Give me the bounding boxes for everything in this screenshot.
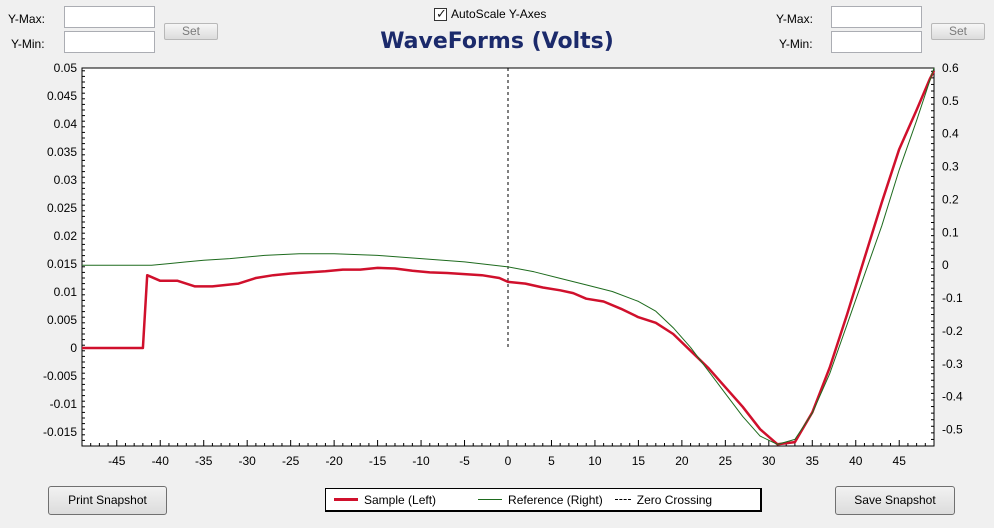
y-right-tick-label: 0.5: [942, 94, 959, 108]
y-right-tick-label: 0: [942, 258, 949, 272]
legend-swatch-sample: [334, 498, 358, 501]
x-tick-label: -25: [282, 454, 300, 468]
autoscale-checkbox[interactable]: ✓: [434, 5, 447, 21]
y-right-tick-label: 0.2: [942, 192, 959, 206]
left-set-button[interactable]: Set: [164, 23, 218, 40]
autoscale-label: AutoScale Y-Axes: [451, 7, 547, 21]
legend-label-reference: Reference (Right): [508, 492, 603, 507]
y-right-tick-label: 0.1: [942, 225, 959, 239]
x-tick-label: 30: [762, 454, 776, 468]
y-right-tick-label: 0.6: [942, 61, 959, 75]
right-ymax-label: Y-Max:: [776, 12, 813, 26]
y-left-tick-label: 0.035: [47, 145, 77, 159]
x-tick-label: -20: [325, 454, 343, 468]
x-tick-label: 35: [806, 454, 820, 468]
y-right-tick-label: -0.3: [942, 357, 963, 371]
y-right-tick-label: -0.1: [942, 291, 963, 305]
right-ymin-label: Y-Min:: [779, 37, 813, 51]
y-left-tick-label: 0.04: [54, 117, 78, 131]
save-snapshot-button[interactable]: Save Snapshot: [835, 486, 955, 515]
x-tick-label: -40: [152, 454, 170, 468]
y-left-tick-label: 0.03: [54, 173, 78, 187]
x-tick-label: 40: [849, 454, 863, 468]
legend-item-zero-crossing: Zero Crossing: [614, 492, 713, 507]
y-right-tick-label: -0.5: [942, 423, 963, 437]
chart-title: WaveForms (Volts): [380, 29, 614, 54]
y-left-tick-label: -0.015: [43, 425, 77, 439]
check-icon: ✓: [436, 5, 447, 21]
x-tick-label: 15: [632, 454, 646, 468]
y-right-tick-label: 0.3: [942, 160, 959, 174]
print-snapshot-button[interactable]: Print Snapshot: [48, 486, 167, 515]
legend-item-reference: Reference (Right): [478, 493, 603, 507]
left-ymin-input[interactable]: [64, 31, 155, 53]
y-left-tick-label: 0: [70, 341, 77, 355]
x-tick-label: -45: [108, 454, 126, 468]
y-left-tick-label: 0.02: [54, 229, 78, 243]
y-left-tick-label: 0.015: [47, 257, 77, 271]
left-ymin-label: Y-Min:: [11, 37, 45, 51]
left-ymax-input[interactable]: [64, 6, 155, 28]
x-tick-label: -30: [239, 454, 257, 468]
legend-label-zero-crossing: Zero Crossing: [636, 492, 713, 507]
x-tick-label: 25: [719, 454, 733, 468]
right-ymin-input[interactable]: [831, 31, 922, 53]
y-left-tick-label: -0.005: [43, 369, 77, 383]
x-tick-label: -15: [369, 454, 387, 468]
left-ymax-label: Y-Max:: [8, 12, 45, 26]
y-left-tick-label: 0.05: [54, 61, 78, 75]
x-tick-label: -35: [195, 454, 213, 468]
x-tick-label: -5: [459, 454, 470, 468]
y-right-tick-label: -0.2: [942, 324, 963, 338]
legend-item-sample: Sample (Left): [334, 493, 436, 507]
y-left-tick-label: -0.01: [50, 397, 78, 411]
x-tick-label: 10: [588, 454, 602, 468]
autoscale-checkbox-group[interactable]: ✓ AutoScale Y-Axes: [434, 5, 547, 21]
y-left-tick-label: 0.025: [47, 201, 77, 215]
chart-legend: Sample (Left) Reference (Right) Zero Cro…: [325, 488, 762, 512]
x-tick-label: 45: [893, 454, 907, 468]
x-tick-label: 5: [548, 454, 555, 468]
plot-area: [81, 67, 935, 447]
x-tick-label: 0: [505, 454, 512, 468]
legend-swatch-zero-crossing: [614, 499, 631, 500]
x-tick-label: -10: [412, 454, 430, 468]
x-tick-label: 20: [675, 454, 689, 468]
legend-label-sample: Sample (Left): [364, 492, 437, 507]
y-left-tick-label: 0.01: [54, 285, 78, 299]
right-ymax-input[interactable]: [831, 6, 922, 28]
sample-series-line: [82, 70, 936, 446]
y-left-tick-label: 0.045: [47, 89, 77, 103]
right-set-button[interactable]: Set: [931, 23, 985, 40]
y-right-tick-label: 0.4: [942, 127, 959, 141]
legend-swatch-reference: [478, 499, 503, 500]
reference-series-line: [82, 67, 935, 445]
y-right-tick-label: -0.4: [942, 390, 963, 404]
y-left-tick-label: 0.005: [47, 313, 77, 327]
